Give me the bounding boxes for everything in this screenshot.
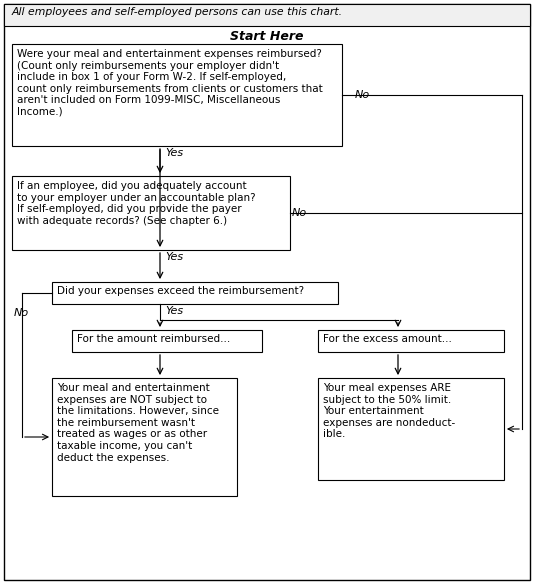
Text: Yes: Yes [165,252,183,262]
Text: Yes: Yes [165,306,183,316]
Text: Your meal and entertainment
expenses are NOT subject to
the limitations. However: Your meal and entertainment expenses are… [57,383,219,463]
Text: Were your meal and entertainment expenses reimbursed?
(Count only reimbursements: Were your meal and entertainment expense… [17,49,323,117]
Bar [72,330,262,352]
Text: Did your expenses exceed the reimbursement?: Did your expenses exceed the reimburseme… [57,286,304,296]
Bar [318,330,504,352]
Bar [12,44,342,146]
Text: No: No [292,208,307,218]
Bar [4,4,530,26]
Bar [12,176,290,250]
Bar [52,378,237,496]
Text: No: No [14,308,29,318]
Text: Yes: Yes [165,148,183,158]
Text: For the amount reimbursed...: For the amount reimbursed... [77,334,230,344]
Text: All employees and self-employed persons can use this chart.: All employees and self-employed persons … [12,7,343,17]
Text: For the excess amount...: For the excess amount... [323,334,452,344]
Text: No: No [355,90,370,100]
Bar [318,378,504,480]
Text: If an employee, did you adequately account
to your employer under an accountable: If an employee, did you adequately accou… [17,181,256,226]
Bar [52,282,338,304]
Text: Your meal expenses ARE
subject to the 50% limit.
Your entertainment
expenses are: Your meal expenses ARE subject to the 50… [323,383,456,439]
Text: Start Here: Start Here [230,30,304,43]
